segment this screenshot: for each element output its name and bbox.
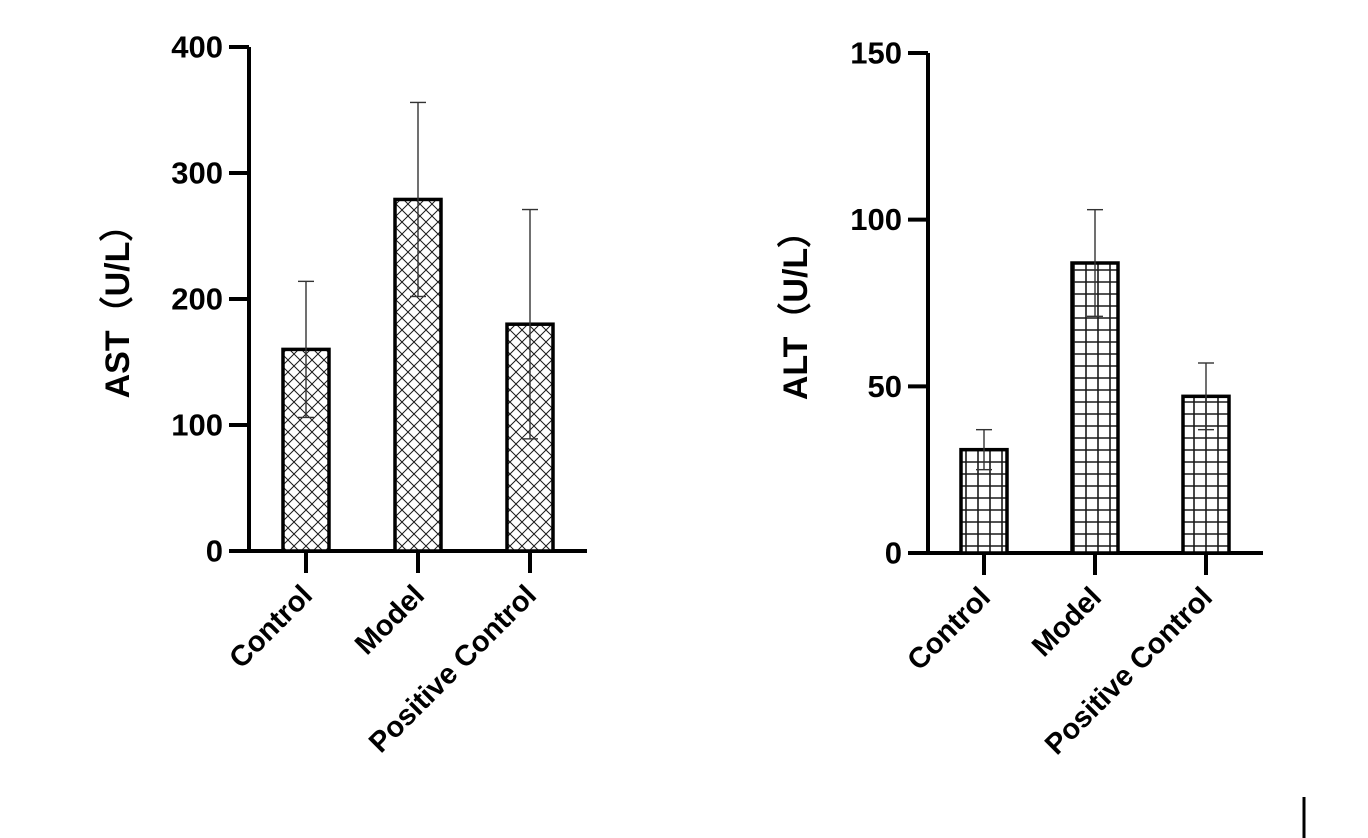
alt-y-tick-label: 50 (868, 369, 902, 404)
ast-category-label: Model (349, 579, 431, 661)
ast-category-label: Control (223, 579, 319, 675)
alt-category-label: Model (1026, 581, 1108, 663)
ast-y-tick-label: 400 (171, 30, 223, 65)
alt-y-axis-title: ALT（U/L） (776, 214, 815, 400)
ast-y-tick-label: 300 (171, 156, 223, 191)
alt-y-tick-label: 100 (850, 202, 902, 237)
ast-y-tick-label: 200 (171, 282, 223, 317)
alt-category-label: Control (901, 581, 997, 677)
alt-y-tick-label: 150 (850, 36, 902, 71)
ast-y-tick-label: 100 (171, 408, 223, 443)
ast-y-axis-title: AST（U/L） (98, 208, 137, 399)
ast-y-tick-label: 0 (206, 534, 223, 569)
alt-y-tick-label: 0 (885, 536, 902, 571)
